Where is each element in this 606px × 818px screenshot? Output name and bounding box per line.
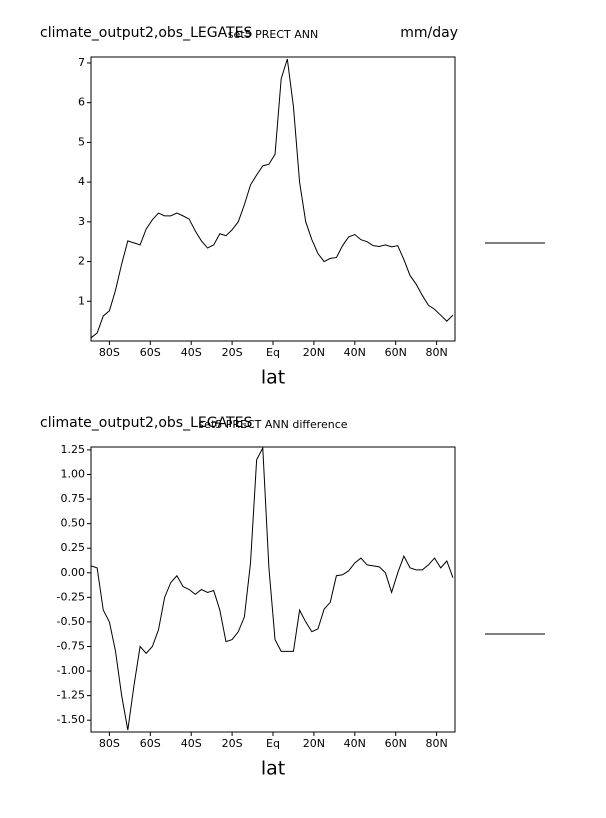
x-tick-label: 20S [222, 346, 243, 359]
y-tick-label: -0.25 [57, 590, 85, 603]
y-tick-label: -1.25 [57, 689, 85, 702]
units-label: mm/day [400, 25, 458, 41]
plot-frame [90, 446, 456, 733]
chart-subtitle: set5 PRECT ANN [228, 28, 318, 41]
y-tick-label: 1 [78, 294, 85, 307]
y-tick-label: 1.25 [61, 443, 86, 456]
x-tick-label: 60N [385, 737, 407, 750]
x-tick-label: 60N [385, 346, 407, 359]
x-tick-label: 40S [181, 346, 202, 359]
y-tick-label: 0.50 [61, 517, 86, 530]
x-axis-label: lat [261, 758, 285, 780]
chart-subtitle: set5 PRECT ANN difference [198, 418, 347, 431]
x-tick-label: 60S [140, 737, 161, 750]
chart-title: climate_output2,obs_LEGATES [40, 25, 252, 41]
y-tick-label: 2 [78, 255, 85, 268]
y-tick-label: -0.75 [57, 640, 85, 653]
x-tick-label: 80S [99, 346, 120, 359]
y-tick-label: -1.00 [57, 664, 85, 677]
data-line [90, 446, 454, 731]
y-tick-label: -0.50 [57, 615, 85, 628]
x-tick-label: 80N [425, 737, 447, 750]
y-tick-label: 7 [78, 56, 85, 69]
x-tick-label: 40N [344, 346, 366, 359]
y-tick-label: 0.25 [61, 541, 86, 554]
x-tick-label: 20N [303, 346, 325, 359]
x-tick-label: 40N [344, 737, 366, 750]
y-tick-label: 0.00 [61, 566, 86, 579]
y-tick-label: -1.50 [57, 713, 85, 726]
x-tick-label: 20S [222, 737, 243, 750]
y-tick-label: 5 [78, 135, 85, 148]
y-tick-label: 1.00 [61, 468, 86, 481]
chart-title: climate_output2,obs_LEGATES [40, 415, 252, 431]
x-tick-label: 60S [140, 346, 161, 359]
y-tick-label: 4 [78, 175, 85, 188]
x-tick-label: Eq [266, 737, 280, 750]
x-tick-label: 80S [99, 737, 120, 750]
data-line [90, 58, 454, 339]
x-tick-label: 20N [303, 737, 325, 750]
x-axis-label: lat [261, 367, 285, 389]
x-tick-label: 40S [181, 737, 202, 750]
plot-frame [90, 56, 456, 342]
y-tick-label: 3 [78, 215, 85, 228]
y-tick-label: 6 [78, 96, 85, 109]
y-tick-label: 0.75 [61, 492, 86, 505]
x-tick-label: 80N [425, 346, 447, 359]
x-tick-label: Eq [266, 346, 280, 359]
